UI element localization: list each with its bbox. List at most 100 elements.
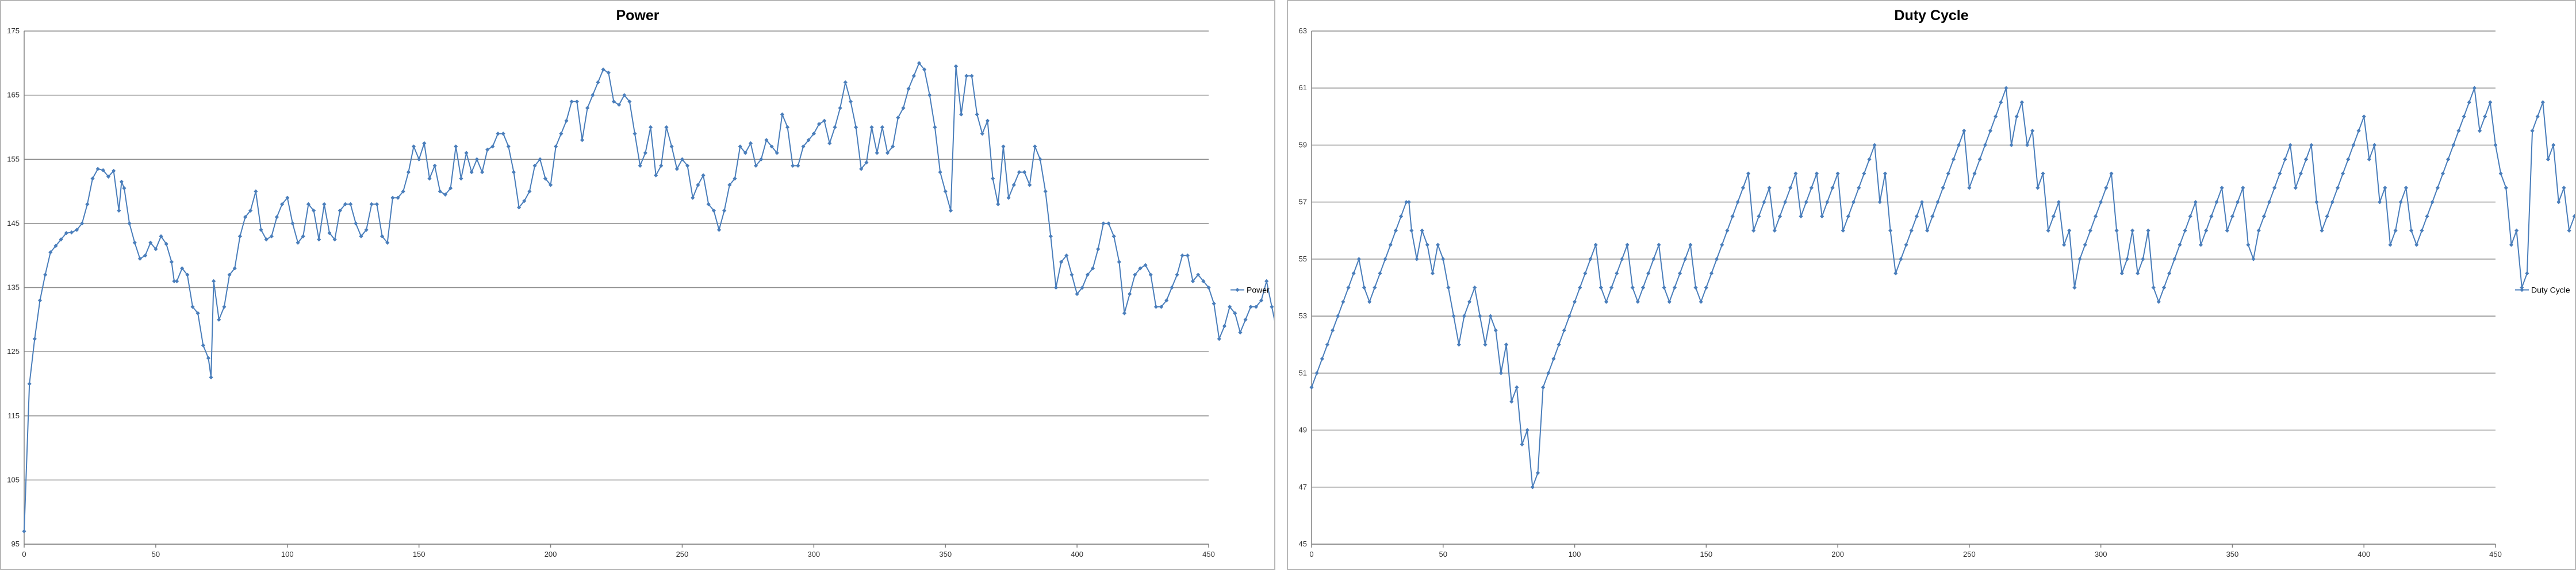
duty-cycle-data-point [2209, 214, 2214, 219]
power-data-point [80, 221, 85, 226]
power-data-point [480, 170, 485, 175]
duty-cycle-data-point [2051, 214, 2056, 219]
duty-cycle-data-point [1378, 271, 1382, 276]
power-data-point [1196, 272, 1201, 277]
x-tick-label: 400 [2358, 550, 2370, 559]
duty-cycle-data-point [1846, 214, 1851, 219]
power-data-point [869, 125, 874, 130]
power-series-line [24, 62, 1274, 532]
duty-cycle-data-point [2388, 242, 2393, 247]
power-data-point [432, 163, 437, 168]
x-tick-label: 450 [1202, 550, 1215, 559]
duty-cycle-data-point [1425, 242, 1429, 247]
duty-cycle-data-point [1746, 171, 1751, 176]
legend-marker-swatch [2520, 287, 2524, 292]
power-data-point [290, 221, 295, 226]
power-data-point [659, 163, 664, 168]
duty-cycle-data-point [1672, 285, 1677, 290]
power-data-point [69, 230, 74, 235]
duty-cycle-data-point [2204, 228, 2209, 233]
duty-cycle-data-point [1704, 285, 1708, 290]
duty-cycle-data-point [1767, 186, 1772, 190]
duty-cycle-data-point [1473, 285, 1477, 290]
power-data-point [654, 173, 658, 178]
y-tick-label: 53 [1299, 311, 1307, 320]
power-data-point [885, 151, 890, 155]
duty-cycle-data-point [2393, 228, 2398, 233]
duty-cycle-series-line [1311, 87, 2575, 488]
duty-cycle-data-point [2556, 200, 2561, 205]
power-data-point [1085, 272, 1090, 277]
power-data-point [454, 144, 458, 149]
power-data-point [706, 202, 711, 206]
power-data-point [859, 167, 864, 171]
power-data-point [1233, 311, 1237, 315]
power-data-point [1159, 305, 1164, 309]
power-data-point [122, 186, 126, 191]
duty-cycle-data-point [2119, 271, 2124, 276]
duty-cycle-data-point [2435, 186, 2440, 190]
power-data-point [1028, 183, 1032, 187]
duty-cycle-data-point [1373, 285, 1377, 290]
duty-cycle-data-point [1493, 328, 1498, 333]
duty-cycle-data-point [1535, 471, 1540, 475]
power-data-point [148, 240, 153, 245]
power-data-point [164, 241, 168, 247]
power-data-point [775, 151, 779, 155]
power-data-point [733, 176, 737, 181]
x-tick-label: 450 [2489, 550, 2502, 559]
power-data-point [411, 144, 416, 149]
power-data-point [448, 186, 453, 191]
y-tick-label: 61 [1299, 83, 1307, 92]
power-data-point [917, 61, 922, 66]
duty-cycle-data-point [2019, 100, 2024, 105]
duty-cycle-data-point [1562, 328, 1566, 333]
duty-cycle-data-point [1720, 242, 1724, 247]
power-data-point [154, 247, 158, 252]
power-data-point [911, 74, 916, 78]
duty-cycle-data-point [1615, 271, 1619, 276]
duty-cycle-data-point [2367, 157, 2371, 161]
duty-cycle-data-point [1925, 228, 1930, 233]
power-data-point [301, 234, 305, 238]
power-data-point [106, 174, 111, 179]
duty-cycle-data-point [1588, 257, 1593, 261]
duty-cycle-data-point [1640, 285, 1646, 290]
power-data-point [374, 202, 379, 206]
duty-cycle-data-point [2462, 114, 2466, 119]
duty-cycle-data-point [2372, 142, 2377, 148]
x-tick-label: 100 [281, 550, 294, 559]
duty-cycle-data-point [2136, 271, 2140, 276]
power-data-point [237, 234, 242, 238]
power-data-point [906, 86, 911, 91]
power-data-point [569, 99, 574, 104]
duty-cycle-data-point [1309, 385, 1314, 390]
power-data-point [722, 208, 727, 213]
power-data-point [554, 144, 558, 149]
duty-cycle-data-point [1919, 200, 1925, 205]
power-data-point [232, 266, 237, 271]
duty-cycle-data-point [1651, 257, 1656, 261]
legend: Power [1230, 286, 1270, 295]
duty-cycle-data-point [1430, 271, 1435, 276]
duty-cycle-data-point [1825, 200, 1830, 205]
duty-cycle-data-point [1962, 129, 1966, 133]
power-data-point [896, 115, 900, 120]
duty-cycle-data-point [2278, 171, 2282, 176]
duty-cycle-data-point [1598, 285, 1603, 290]
duty-cycle-data-point [2572, 214, 2575, 219]
duty-cycle-data-point [1867, 157, 1872, 161]
duty-cycle-data-point [2167, 271, 2172, 276]
power-data-point [875, 151, 879, 155]
power-data-point [727, 183, 732, 187]
duty-cycle-data-point [2156, 299, 2161, 304]
power-data-point [64, 231, 68, 236]
power-data-point [406, 170, 411, 175]
power-data-point [317, 237, 321, 242]
duty-cycle-data-point [1783, 200, 1788, 205]
duty-cycle-data-point [1530, 485, 1535, 490]
power-data-point [601, 67, 605, 72]
duty-cycle-data-point [1841, 228, 1845, 233]
power-data-point [754, 163, 758, 168]
x-tick-label: 100 [1569, 550, 1581, 559]
